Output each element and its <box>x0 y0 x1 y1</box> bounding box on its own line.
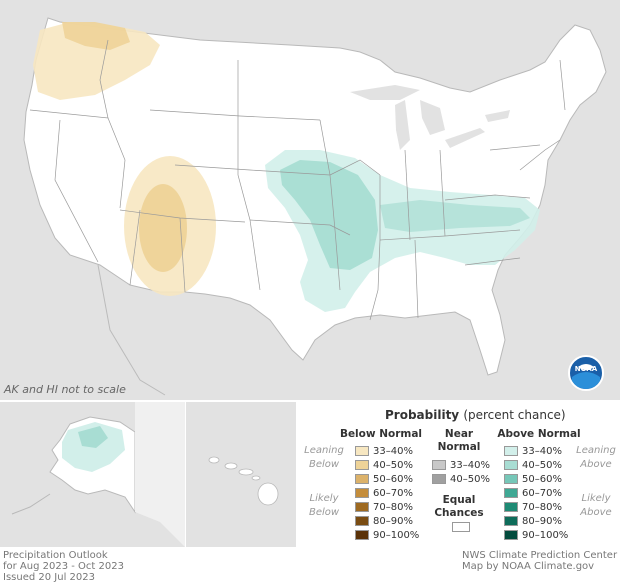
leaning-above-label: Leaning Above <box>576 445 616 470</box>
legend: Probability (percent chance) Below Norma… <box>297 402 620 547</box>
near-normal-legend-item: 33–40% <box>432 458 490 472</box>
above-normal-swatch <box>504 488 518 498</box>
above-normal-legend-item: 80–90% <box>504 514 568 528</box>
credit-map: Map by NOAA Climate.gov <box>462 561 595 572</box>
below-normal-legend-item: 80–90% <box>355 514 419 528</box>
above-normal-range-label: 40–50% <box>522 459 562 471</box>
below-normal-swatch <box>355 530 369 540</box>
outlook-period: for Aug 2023 - Oct 2023 <box>3 561 124 572</box>
conus-map-svg <box>23 17 607 396</box>
above-normal-range-label: 70–80% <box>522 501 562 513</box>
outlook-title: Precipitation Outlook <box>3 550 108 561</box>
above-normal-legend-item: 90–100% <box>504 528 568 542</box>
above-normal-range-label: 90–100% <box>522 529 569 541</box>
near-normal-legend-item: 40–50% <box>432 472 490 486</box>
leaning-below-label: Leaning Below <box>304 445 344 470</box>
near-normal-range-label: 33–40% <box>450 459 490 471</box>
noaa-logo <box>568 355 604 391</box>
above-normal-legend-item: 50–60% <box>504 472 568 486</box>
below-normal-swatch <box>355 502 369 512</box>
above-normal-swatch <box>504 446 518 456</box>
below-normal-range-label: 50–60% <box>373 473 413 485</box>
below-normal-range-label: 33–40% <box>373 445 413 457</box>
lake-michigan <box>395 100 410 150</box>
outlook-issued: Issued 20 Jul 2023 <box>3 572 95 583</box>
below-normal-swatch <box>355 488 369 498</box>
below-normal-legend-item: 33–40% <box>355 444 419 458</box>
noaa-emblem-icon <box>572 364 600 389</box>
near-normal-swatches: 33–40% 40–50% <box>432 458 490 486</box>
hawaii-map[interactable] <box>186 402 296 547</box>
above-normal-legend-item: 60–70% <box>504 486 568 500</box>
above-normal-legend-item: 70–80% <box>504 500 568 514</box>
lake-superior <box>350 85 420 100</box>
aleutians <box>11 493 51 515</box>
likely-below-label: Likely Below <box>308 493 340 518</box>
outlook-title-block: Precipitation Outlook for Aug 2023 - Oct… <box>3 550 124 583</box>
near-normal-swatch <box>432 474 446 484</box>
above-normal-heading: Above Normal <box>497 428 581 440</box>
above-normal-range-label: 80–90% <box>522 515 562 527</box>
conus-map[interactable]: NOAA AK and HI not to scale <box>0 0 620 400</box>
below-normal-region-northwest-core <box>62 22 130 50</box>
above-normal-swatch <box>504 474 518 484</box>
above-normal-legend-item: 40–50% <box>504 458 568 472</box>
below-normal-range-label: 60–70% <box>373 487 413 499</box>
alaska-map[interactable] <box>0 402 185 547</box>
equal-chances-swatch <box>452 522 470 532</box>
near-normal-range-label: 40–50% <box>450 473 490 485</box>
below-normal-range-label: 90–100% <box>373 529 420 541</box>
above-normal-swatch <box>504 460 518 470</box>
credit-agency: NWS Climate Prediction Center <box>462 550 618 561</box>
below-normal-range-label: 70–80% <box>373 501 413 513</box>
alaska-map-svg <box>11 402 185 547</box>
above-normal-range-label: 33–40% <box>522 445 562 457</box>
below-normal-heading: Below Normal <box>339 428 423 440</box>
below-normal-legend-item: 70–80% <box>355 500 419 514</box>
above-normal-region-central-core <box>280 160 378 270</box>
hawaii-islands <box>208 456 279 506</box>
below-normal-legend-item: 50–60% <box>355 472 419 486</box>
below-normal-swatch <box>355 474 369 484</box>
noaa-logo-text: NOAA <box>574 365 598 373</box>
above-normal-range-label: 60–70% <box>522 487 562 499</box>
state-borders <box>29 39 566 321</box>
likely-above-label: Likely Above <box>580 493 612 518</box>
above-normal-swatch <box>504 530 518 540</box>
above-normal-region-central-east <box>380 200 530 232</box>
equal-chances-label: Equal Chances <box>434 494 484 519</box>
hawaii-map-svg <box>208 456 279 506</box>
mexico-coast <box>97 264 166 396</box>
credit-block: NWS Climate Prediction Center Map by NOA… <box>462 550 617 572</box>
below-normal-swatch <box>355 460 369 470</box>
below-normal-legend-item: 90–100% <box>355 528 419 542</box>
above-normal-swatch <box>504 516 518 526</box>
below-normal-range-label: 40–50% <box>373 459 413 471</box>
alaska-above-normal-core <box>78 426 108 448</box>
scale-note: AK and HI not to scale <box>4 383 126 396</box>
above-normal-swatch <box>504 502 518 512</box>
below-normal-swatch <box>355 516 369 526</box>
near-normal-swatch <box>432 460 446 470</box>
below-normal-swatches: 33–40% 40–50% 50–60% 60–70% 70–80% 80–90% 90–1… <box>355 444 419 542</box>
legend-title: Probability (percent chance) <box>385 408 566 422</box>
below-normal-range-label: 80–90% <box>373 515 413 527</box>
canada-land <box>135 402 185 547</box>
above-normal-range-label: 50–60% <box>522 473 562 485</box>
lake-ontario <box>485 110 510 122</box>
below-normal-swatch <box>355 446 369 456</box>
above-normal-legend-item: 33–40% <box>504 444 568 458</box>
lake-erie <box>445 128 485 148</box>
below-normal-legend-item: 60–70% <box>355 486 419 500</box>
near-normal-heading: Near Normal <box>437 428 481 453</box>
below-normal-region-southwest-core <box>139 184 187 272</box>
above-normal-swatches: 33–40% 40–50% 50–60% 60–70% 70–80% 80–90% 90–1… <box>504 444 568 542</box>
lake-huron <box>420 100 445 135</box>
below-normal-legend-item: 40–50% <box>355 458 419 472</box>
